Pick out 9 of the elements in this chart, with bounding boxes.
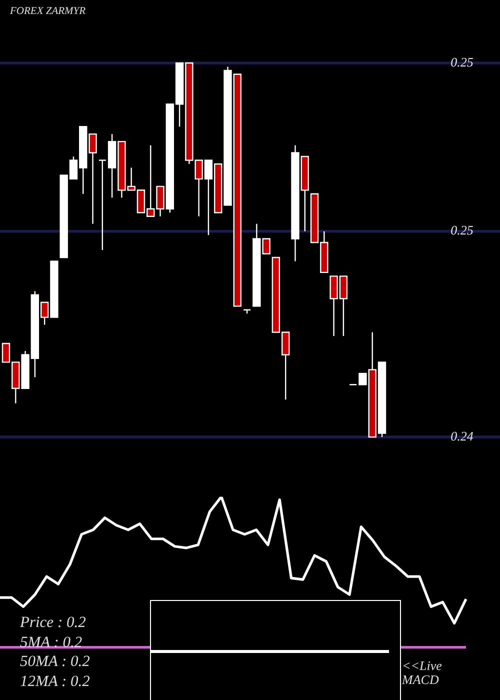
y-tick-label: 0.25: [450, 222, 474, 238]
chart-title: FOREX ZARMYR: [10, 6, 86, 18]
y-tick-label: 0.25: [450, 54, 474, 70]
annotation: Price : 0.2: [20, 614, 86, 631]
text: <<Live MACD: [402, 658, 443, 687]
text: 12MA : 0.2: [20, 673, 90, 690]
text: 50MA : 0.2: [20, 653, 90, 670]
candlestick: [98, 160, 107, 251]
y-tick-label: 0.24: [450, 428, 474, 444]
